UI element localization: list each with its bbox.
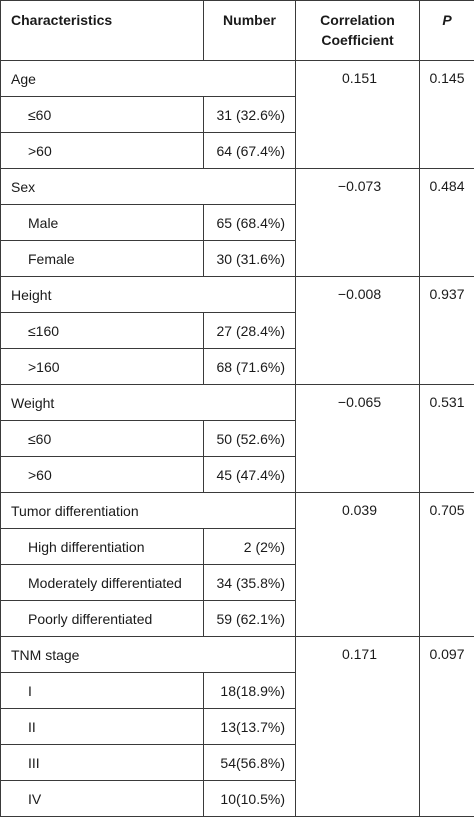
group-number-empty — [203, 276, 296, 313]
subgroup-label: Moderately differentiated — [0, 564, 204, 601]
p-value-cell: 0.705 — [419, 492, 474, 637]
group-number-empty — [203, 492, 296, 529]
header-correlation-line1: Correlation — [320, 12, 395, 28]
p-value-cell: 0.145 — [419, 60, 474, 169]
table-row: I 18(18.9%) — [0, 672, 474, 709]
group-row: Sex −0.073 0.484 — [0, 168, 474, 277]
subgroup-label: Poorly differentiated — [0, 600, 204, 637]
correlation-coefficient-cell: 0.039 — [295, 492, 420, 637]
subgroup-label: ≤60 — [0, 420, 204, 457]
subgroup-number: 13(13.7%) — [203, 708, 296, 745]
subgroup-number: 31 (32.6%) — [203, 96, 296, 133]
table-row: Female 30 (31.6%) — [0, 240, 474, 277]
subgroup-number: 64 (67.4%) — [203, 132, 296, 169]
subgroup-number: 2 (2%) — [203, 528, 296, 565]
p-value-cell: 0.531 — [419, 384, 474, 493]
group-label: Age — [0, 60, 204, 97]
group-row: Height −0.008 0.937 — [0, 276, 474, 385]
header-characteristics: Characteristics — [0, 0, 204, 61]
group-row: TNM stage 0.171 0.097 — [0, 636, 474, 817]
group-row: Weight −0.065 0.531 — [0, 384, 474, 493]
subgroup-label: IV — [0, 780, 204, 817]
table-row: High differentiation 2 (2%) — [0, 528, 474, 565]
subgroup-label: High differentiation — [0, 528, 204, 565]
header-number: Number — [203, 0, 296, 61]
table-row: IV 10(10.5%) — [0, 780, 474, 817]
group-row: Age 0.151 0.145 — [0, 60, 474, 169]
correlation-coefficient-cell: 0.151 — [295, 60, 420, 169]
subgroup-label: Male — [0, 204, 204, 241]
correlation-coefficient-cell: 0.171 — [295, 636, 420, 817]
subgroup-label: ≤160 — [0, 312, 204, 349]
group-label: Tumor differentiation — [0, 492, 204, 529]
header-correlation-line2: Coefficient — [321, 32, 394, 48]
subgroup-number: 27 (28.4%) — [203, 312, 296, 349]
subgroup-label: Female — [0, 240, 204, 277]
table-row: Poorly differentiated 59 (62.1%) — [0, 600, 474, 637]
p-value-cell: 0.097 — [419, 636, 474, 817]
group-label: Height — [0, 276, 204, 313]
subgroup-number: 30 (31.6%) — [203, 240, 296, 277]
correlation-coefficient-cell: −0.065 — [295, 384, 420, 493]
table-row: >60 45 (47.4%) — [0, 456, 474, 493]
group-number-empty — [203, 168, 296, 205]
subgroup-label: ≤60 — [0, 96, 204, 133]
subgroup-label: II — [0, 708, 204, 745]
correlation-coefficient-cell: −0.073 — [295, 168, 420, 277]
p-value-cell: 0.937 — [419, 276, 474, 385]
table-body: Age 0.151 0.145 ≤60 31 (32.6%) >60 64 (67.4%) S… — [0, 60, 474, 817]
table-row: Moderately differentiated 34 (35.8%) — [0, 564, 474, 601]
group-number-empty — [203, 60, 296, 97]
subgroup-number: 10(10.5%) — [203, 780, 296, 817]
p-value-cell: 0.484 — [419, 168, 474, 277]
subgroup-number: 65 (68.4%) — [203, 204, 296, 241]
correlation-coefficient-cell: −0.008 — [295, 276, 420, 385]
subgroup-number: 45 (47.4%) — [203, 456, 296, 493]
table-row: >60 64 (67.4%) — [0, 132, 474, 169]
group-number-empty — [203, 384, 296, 421]
subgroup-label: >160 — [0, 348, 204, 385]
subgroup-number: 50 (52.6%) — [203, 420, 296, 457]
group-label: Sex — [0, 168, 204, 205]
subgroup-number: 34 (35.8%) — [203, 564, 296, 601]
subgroup-label: III — [0, 744, 204, 781]
subgroup-number: 59 (62.1%) — [203, 600, 296, 637]
header-p: P — [419, 0, 474, 61]
subgroup-number: 68 (71.6%) — [203, 348, 296, 385]
group-label: TNM stage — [0, 636, 204, 673]
group-number-empty — [203, 636, 296, 673]
subgroup-number: 18(18.9%) — [203, 672, 296, 709]
subgroup-label: >60 — [0, 456, 204, 493]
table-row: ≤160 27 (28.4%) — [0, 312, 474, 349]
header-correlation-coefficient: Correlation Coefficient — [295, 0, 420, 61]
table-row: ≤60 50 (52.6%) — [0, 420, 474, 457]
subgroup-number: 54(56.8%) — [203, 744, 296, 781]
subgroup-label: >60 — [0, 132, 204, 169]
group-row: Tumor differentiation 0.039 0.705 — [0, 492, 474, 637]
header-row: Characteristics Number Correlation Coeff… — [0, 0, 474, 61]
table-row: >160 68 (71.6%) — [0, 348, 474, 385]
subgroup-label: I — [0, 672, 204, 709]
table-row: ≤60 31 (32.6%) — [0, 96, 474, 133]
table-row: III 54(56.8%) — [0, 744, 474, 781]
group-label: Weight — [0, 384, 204, 421]
characteristics-table: Characteristics Number Correlation Coeff… — [0, 0, 474, 817]
table-row: Male 65 (68.4%) — [0, 204, 474, 241]
